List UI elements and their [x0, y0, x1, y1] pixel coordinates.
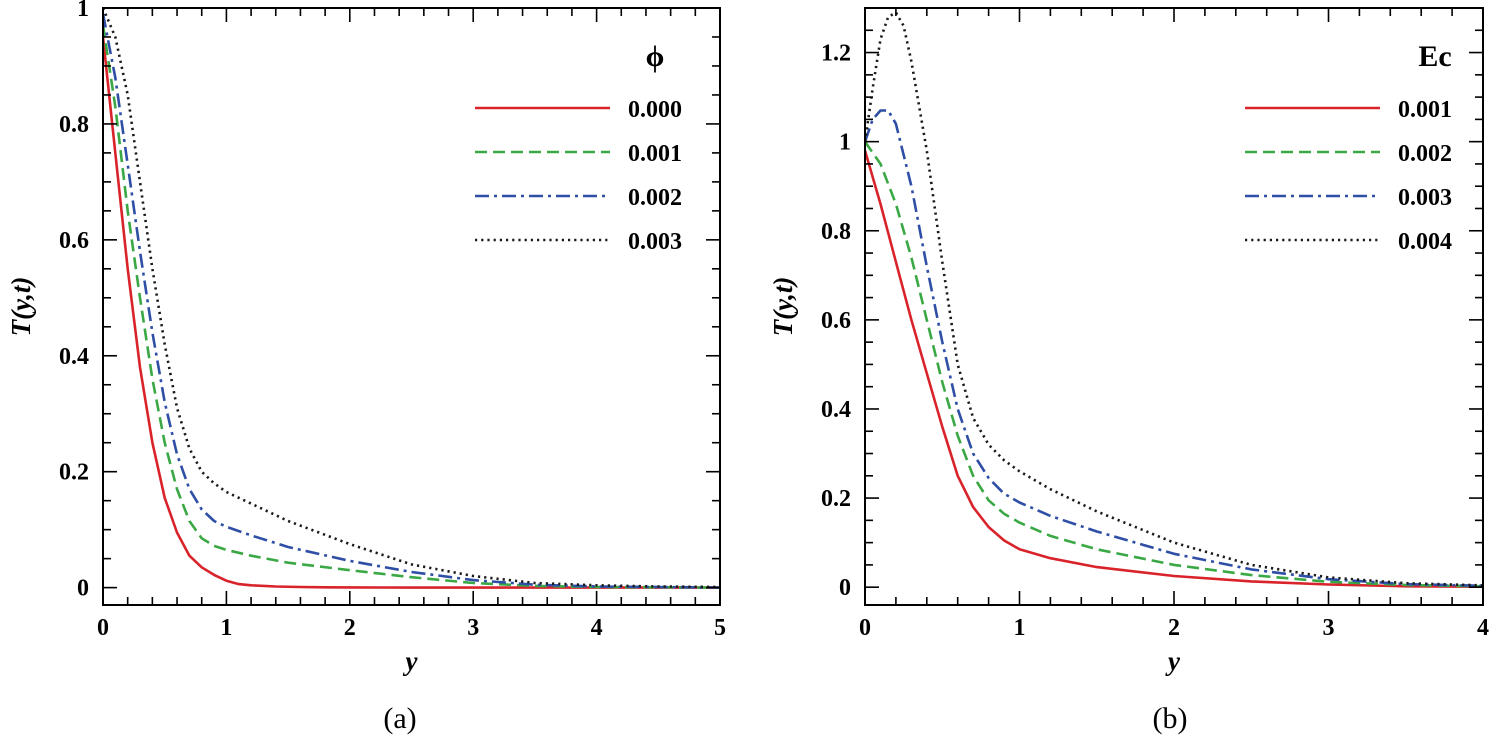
series-line-b-0.002 — [865, 140, 1483, 588]
series-line-a-0.001 — [103, 25, 720, 589]
series-line-b-0.001 — [865, 150, 1483, 588]
y-tick-label-a: 0.6 — [59, 228, 89, 254]
x-tick-label-a: 4 — [591, 615, 603, 641]
plot-area-a — [103, 8, 720, 589]
axes-frame-a — [102, 7, 721, 606]
axes-frame-b — [864, 7, 1484, 606]
series-line-a-0.003 — [103, 8, 720, 589]
panel-b: 0 1 2 3 4 0 0.2 0.4 0.6 0.8 1 1.2 y T(y,t) Ec 0.001 0.00… — [768, 7, 1489, 735]
series-line-b-0.003 — [865, 109, 1483, 588]
x-tick-label-b: 3 — [1323, 615, 1335, 641]
y-tick-label-b: 1.2 — [821, 41, 851, 67]
y-tick-label-b: 0.8 — [821, 219, 851, 245]
x-tick-label-b: 4 — [1477, 615, 1489, 641]
x-tick-label-b: 2 — [1168, 615, 1180, 641]
legend-label-b: 0.004 — [1398, 229, 1452, 255]
legend-label-a: 0.001 — [628, 141, 682, 167]
y-tick-label-a: 0 — [77, 576, 89, 602]
y-tick-label-b: 0.2 — [821, 486, 851, 512]
panel-caption-b: (b) — [1153, 702, 1188, 735]
legend-title-b: Ec — [1418, 40, 1451, 73]
y-axis-label-b: T(y,t) — [768, 277, 798, 337]
x-tick-label-a: 1 — [220, 615, 232, 641]
legend-label-a: 0.003 — [628, 229, 682, 255]
x-axis-label-b: y — [1165, 646, 1181, 676]
legend-a: ϕ 0.000 0.001 0.002 0.003 — [475, 40, 682, 255]
x-tick-label-a: 2 — [344, 615, 356, 641]
y-tick-label-b: 0.4 — [821, 397, 851, 423]
x-tick-label-b: 1 — [1014, 615, 1026, 641]
series-line-a-0.002 — [103, 13, 720, 589]
legend-label-b: 0.002 — [1398, 141, 1452, 167]
series-line-a-0.000 — [103, 36, 720, 589]
legend-b: Ec 0.001 0.002 0.003 0.004 — [1245, 40, 1452, 255]
x-tick-label-b: 0 — [859, 615, 871, 641]
panel-caption-a: (a) — [383, 702, 416, 735]
x-axis-label-a: y — [403, 646, 419, 676]
legend-label-a: 0.000 — [628, 97, 682, 123]
legend-title-a: ϕ — [646, 40, 665, 73]
y-tick-label-b: 0.6 — [821, 308, 851, 334]
legend-label-a: 0.002 — [628, 185, 682, 211]
x-tick-label-a: 3 — [467, 615, 479, 641]
x-tick-label-a: 5 — [714, 615, 726, 641]
y-tick-label-b: 0 — [839, 575, 851, 601]
legend-label-b: 0.003 — [1398, 185, 1452, 211]
y-tick-label-a: 0.4 — [59, 344, 89, 370]
y-tick-label-b: 1 — [839, 130, 851, 156]
y-tick-label-a: 0.2 — [59, 460, 89, 486]
legend-label-b: 0.001 — [1398, 97, 1452, 123]
y-tick-label-a: 1 — [77, 0, 89, 22]
y-axis-label-a: T(y,t) — [6, 277, 36, 337]
x-tick-label-a: 0 — [97, 615, 109, 641]
plot-area-b — [865, 11, 1483, 588]
y-tick-label-a: 0.8 — [59, 112, 89, 138]
panel-a: 0 1 2 3 4 5 0 0.2 0.4 0.6 0.8 1 y T(y,t) ϕ 0.000 0.001 0.… — [6, 0, 726, 735]
series-line-b-0.004 — [865, 11, 1483, 587]
